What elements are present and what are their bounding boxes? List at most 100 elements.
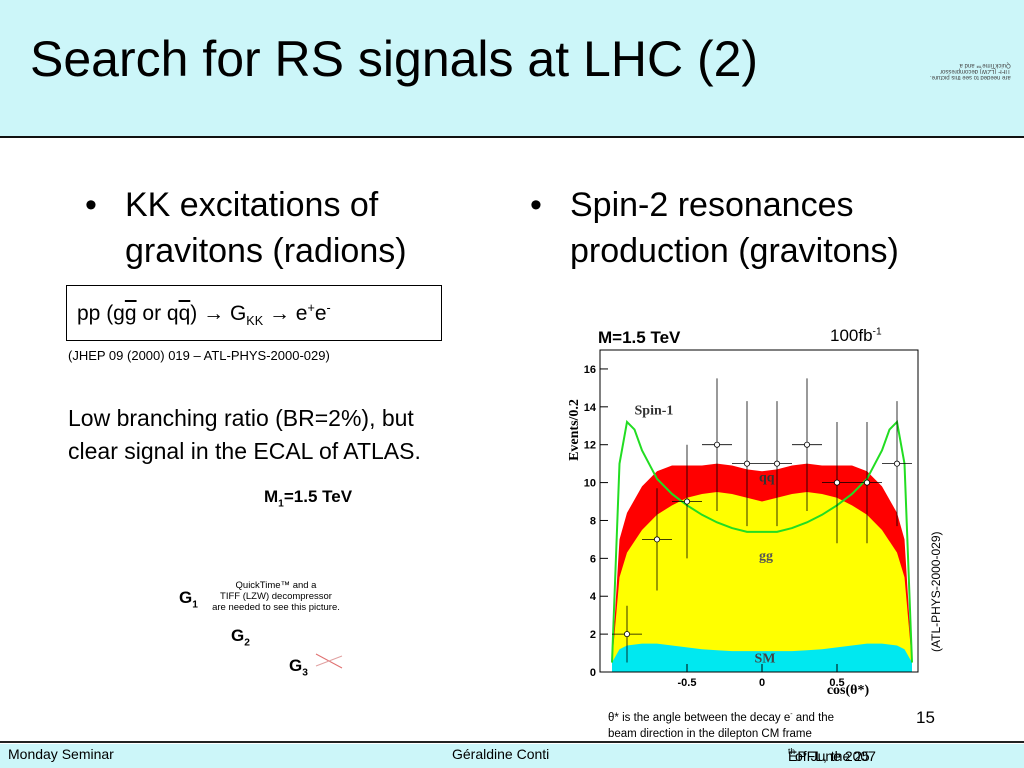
- point-marker: [713, 441, 720, 448]
- point-marker: [684, 498, 691, 505]
- footer-right-sup: th: [788, 746, 795, 756]
- g1-label: G1: [179, 588, 198, 610]
- data-points-layer: [612, 378, 912, 663]
- x-tick-label: -0.5: [678, 677, 697, 689]
- g-letter: G: [179, 588, 193, 607]
- data-point: [642, 488, 672, 591]
- point-marker: [624, 631, 631, 638]
- bullet-text-line1: KK excitations of: [125, 186, 379, 224]
- y-tick-label: 8: [590, 515, 596, 527]
- x-axis-label: cos(θ*): [827, 683, 870, 698]
- data-point: [612, 605, 642, 663]
- y-axis-label: Events/0.2: [567, 399, 582, 461]
- formula-part: -: [326, 301, 331, 315]
- data-point: [822, 421, 852, 544]
- y-tick-label: 16: [584, 364, 596, 376]
- formula-part: G: [229, 302, 247, 325]
- data-point: [882, 401, 912, 527]
- point-marker: [863, 479, 870, 486]
- branching-line2: clear signal in the ECAL of ATLAS.: [68, 438, 421, 464]
- process-formula: pp (gg or qq) → GKK → e+e-: [77, 301, 331, 328]
- lumi-exp: -1: [872, 326, 882, 338]
- formula-part: →: [197, 302, 230, 325]
- point-marker: [743, 460, 750, 467]
- left-bullet: • KK excitations of gravitons (radions): [85, 182, 505, 274]
- mass-label: M=1.5 TeV: [598, 328, 681, 347]
- point-marker: [773, 460, 780, 467]
- spin1-curve: [611, 419, 913, 663]
- bullet-dot: •: [85, 186, 97, 224]
- qt-line: QuickTime™ and a: [235, 580, 317, 591]
- theta-text: and the: [792, 711, 835, 724]
- g3-label: G3: [289, 656, 308, 678]
- luminosity-label: 100fb-1: [830, 326, 882, 346]
- page-number: 15: [916, 708, 935, 727]
- theta-note-line2: beam direction in the dilepton CM frame: [608, 727, 812, 740]
- mark-line: [315, 655, 343, 667]
- corner-note-line: are needed to see this picture.: [930, 74, 1011, 80]
- point-marker: [833, 479, 840, 486]
- theta-note: θ* is the angle between the decay e- and…: [608, 707, 834, 742]
- annotation-qq: qq: [759, 471, 775, 486]
- formula-part: pp (g: [77, 302, 125, 325]
- point-marker: [654, 536, 661, 543]
- y-tick-label: 14: [584, 402, 597, 414]
- footer-left: Monday Seminar: [8, 746, 114, 762]
- x-tick-label: 0.5: [829, 677, 844, 689]
- formula-part: +: [307, 301, 315, 315]
- g2-label: G2: [231, 626, 250, 648]
- formula-part: q: [178, 302, 191, 325]
- data-point: [852, 421, 882, 544]
- point-marker: [893, 460, 900, 467]
- theta-note-line1: θ* is the angle between the decay e- and…: [608, 707, 834, 726]
- formula-part: or q: [136, 302, 179, 325]
- formula-part: g: [124, 302, 137, 325]
- lumi-value: 100fb: [830, 326, 873, 345]
- point-marker: [803, 441, 810, 448]
- bullet-dot: •: [530, 186, 542, 224]
- title-bar: [0, 0, 1024, 138]
- g-letter: G: [231, 626, 245, 645]
- data-point: [732, 401, 762, 527]
- footer: Monday Seminar Géraldine Conti EPFL, the…: [0, 744, 1024, 768]
- atl-reference-rotated: (ATL-PHYS-2000-029): [929, 531, 943, 653]
- data-point: [702, 378, 732, 511]
- m1-label: M1=1.5 TeV: [264, 487, 352, 509]
- quicktime-placeholder: QuickTime™ and a TIFF (LZW) decompressor…: [206, 580, 346, 613]
- g-sub: 3: [302, 667, 308, 679]
- formula-box: pp (gg or qq) → GKK → e+e-: [66, 285, 442, 341]
- branching-text: Low branching ratio (BR=2%), but clear s…: [68, 402, 421, 468]
- y-tick-label: 12: [584, 440, 596, 452]
- footer-center: Géraldine Conti: [452, 746, 550, 762]
- branching-line1: Low branching ratio (BR=2%), but: [68, 405, 414, 431]
- formula-part: e: [295, 302, 308, 325]
- footer-right-a: EPFL, the 25: [788, 748, 870, 764]
- m1-letter: M: [264, 487, 279, 506]
- y-tick-label: 2: [590, 629, 596, 641]
- formula-part: →: [263, 302, 296, 325]
- slide-title: Search for RS signals at LHC (2): [30, 31, 759, 87]
- bullet-text-line2: gravitons (radions): [125, 232, 407, 270]
- formula-part: e: [314, 302, 327, 325]
- data-point: [762, 401, 792, 527]
- spin1-layer: [611, 419, 913, 663]
- bullet-text-line1: Spin-2 resonances: [570, 186, 854, 224]
- title-corner-note: QuickTime™ and a TIFF (LZW) decompressor…: [930, 62, 1011, 80]
- formula-part: ): [190, 302, 198, 325]
- m1-sub: 1: [278, 498, 284, 510]
- y-tick-label: 0: [590, 667, 596, 679]
- annotation-sm: SM: [755, 652, 776, 667]
- data-point: [672, 444, 702, 559]
- reference-text: (JHEP 09 (2000) 019 – ATL-PHYS-2000-029): [68, 348, 330, 363]
- footer-right-b: of June 2007: [795, 748, 876, 764]
- m1-value: =1.5 TeV: [283, 487, 353, 506]
- annotation-gg: gg: [759, 549, 773, 564]
- y-tick-label: 10: [584, 478, 596, 490]
- bullet-text-line2: production (gravitons): [570, 232, 899, 270]
- g-sub: 2: [244, 637, 250, 649]
- y-tick-label: 6: [590, 553, 596, 565]
- qt-line: are needed to see this picture.: [212, 602, 340, 613]
